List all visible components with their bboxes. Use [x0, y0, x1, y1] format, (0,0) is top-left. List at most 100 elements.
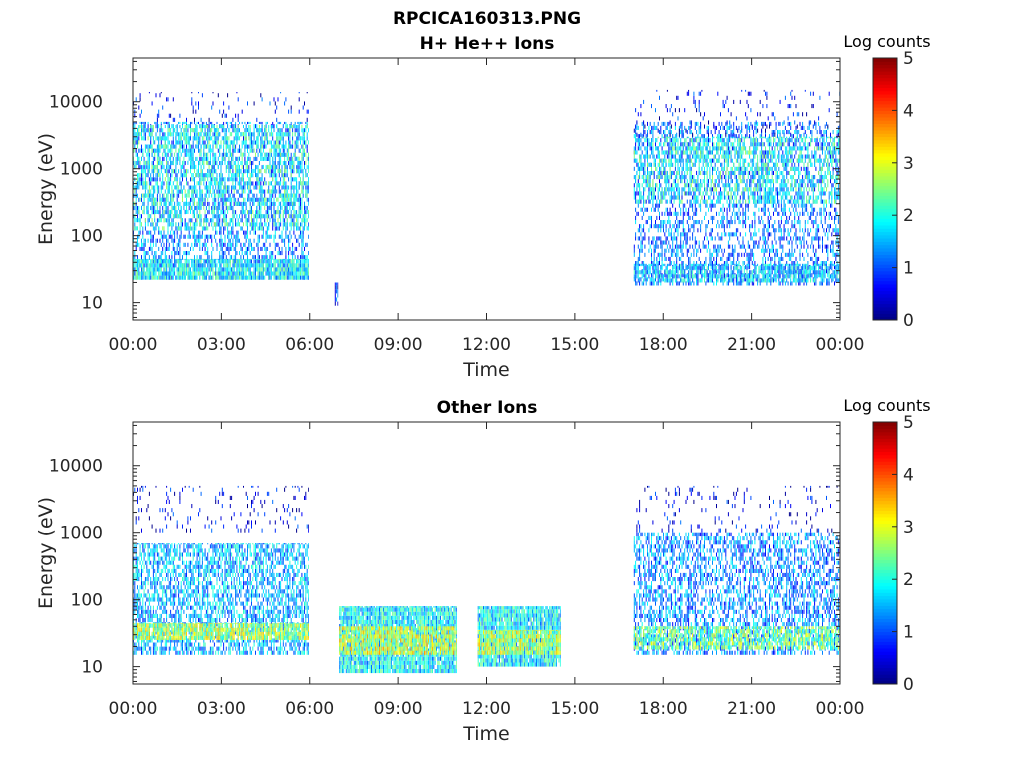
spectrogram-cell	[256, 242, 258, 247]
spectrogram-cell	[184, 218, 186, 223]
spectrogram-cell	[147, 271, 149, 276]
spectrogram-cell	[657, 228, 659, 233]
spectrogram-cell	[260, 246, 262, 251]
spectrogram-cell	[178, 201, 180, 206]
spectrogram-cell	[262, 140, 264, 145]
spectrogram-cell	[208, 121, 210, 125]
spectrogram-cell	[669, 220, 671, 225]
spectrogram-cell	[217, 218, 219, 223]
spectrogram-cell	[231, 185, 233, 190]
spectrogram-cell	[653, 207, 655, 212]
spectrogram-cell	[175, 259, 177, 264]
spectrogram-cell	[266, 218, 268, 223]
spectrogram-cell	[289, 144, 291, 149]
spectrogram-cell	[162, 156, 164, 161]
spectrogram-cell	[276, 117, 278, 122]
spectrogram-cell	[204, 246, 206, 251]
spectrogram-cell	[252, 193, 254, 198]
spectrogram-cell	[285, 173, 287, 178]
spectrogram-cell	[194, 177, 195, 182]
spectrogram-cell	[282, 271, 284, 276]
spectrogram-cell	[151, 193, 153, 198]
spectrogram-cell	[164, 148, 166, 153]
spectrogram-cell	[137, 267, 138, 272]
spectrogram-cell	[175, 168, 177, 173]
spectrogram-cell	[289, 275, 291, 280]
spectrogram-cell	[182, 125, 183, 129]
spectrogram-cell	[167, 140, 169, 145]
spectrogram-cell	[251, 181, 252, 186]
spectrogram-cell	[190, 128, 191, 133]
spectrogram-cell	[221, 197, 223, 202]
spectrogram-cell	[138, 185, 140, 190]
spectrogram-cell	[208, 117, 210, 122]
spectrogram-cell	[660, 158, 662, 163]
spectrogram-cell	[304, 128, 305, 133]
spectrogram-cell	[166, 255, 168, 260]
spectrogram-cell	[152, 255, 154, 260]
spectrogram-cell	[156, 156, 158, 161]
spectrogram-cell	[221, 251, 223, 256]
spectrogram-cell	[191, 160, 193, 165]
spectrogram-cell	[253, 263, 255, 268]
spectrogram-cell	[188, 230, 190, 235]
spectrogram-cell	[289, 267, 291, 272]
spectrogram-cell	[268, 156, 270, 161]
spectrogram-cell	[216, 214, 218, 219]
spectrogram-cell	[293, 206, 295, 211]
spectrogram-cell	[304, 226, 305, 231]
spectrogram-cell	[152, 156, 154, 161]
spectrogram-cell	[154, 148, 156, 153]
spectrogram-cell	[308, 177, 309, 182]
spectrogram-cell	[213, 160, 215, 165]
spectrogram-cell	[205, 222, 207, 227]
spectrogram-cell	[213, 201, 215, 206]
spectrogram-cell	[205, 144, 207, 149]
spectrogram-cell	[192, 259, 194, 264]
spectrogram-cell	[160, 160, 162, 165]
spectrogram-cell	[200, 128, 202, 133]
spectrogram-cell	[308, 197, 309, 202]
spectrogram-cell	[221, 222, 223, 227]
spectrogram-cell	[269, 234, 271, 239]
spectrogram-cell	[637, 125, 639, 130]
spectrogram-cell	[293, 201, 295, 206]
spectrogram-cell	[228, 165, 230, 170]
spectrogram-cell	[278, 222, 280, 227]
spectrogram-cell	[160, 234, 162, 239]
spectrogram-cell	[144, 259, 146, 264]
spectrogram-cell	[256, 140, 258, 145]
spectrogram-cell	[676, 244, 678, 249]
spectrogram-cell	[175, 275, 177, 280]
spectrogram-cell	[196, 275, 198, 280]
spectrogram-cell	[166, 242, 168, 247]
spectrogram-cell	[657, 261, 659, 266]
spectrogram-cell	[233, 136, 235, 141]
spectrogram-cell	[223, 226, 225, 231]
spectrogram-cell	[248, 258, 250, 260]
spectrogram-cell	[677, 220, 679, 225]
spectrogram-cell	[179, 271, 181, 276]
spectrogram-cell	[264, 259, 266, 264]
spectrogram-cell	[281, 251, 283, 256]
spectrogram-cell	[673, 191, 675, 196]
spectrogram-cell	[223, 121, 225, 125]
spectrogram-cell	[134, 275, 136, 280]
spectrogram-cell	[306, 226, 308, 231]
spectrogram-cell	[640, 244, 642, 249]
spectrogram-cell	[180, 275, 182, 280]
spectrogram-cell	[150, 128, 152, 133]
spectrogram-cell	[266, 214, 268, 219]
spectrogram-cell	[240, 242, 242, 247]
spectrogram-cell	[200, 255, 202, 260]
spectrogram-cell	[637, 179, 639, 184]
spectrogram-cell	[215, 140, 217, 145]
spectrogram-cell	[194, 168, 195, 173]
spectrogram-cell	[270, 148, 272, 153]
spectrogram-cell	[203, 152, 205, 157]
spectrogram-cell	[300, 214, 301, 219]
spectrogram-cell	[147, 222, 149, 227]
spectrogram-cell	[135, 242, 137, 247]
spectrogram-cell	[162, 258, 164, 260]
spectrogram-cell	[180, 132, 182, 137]
